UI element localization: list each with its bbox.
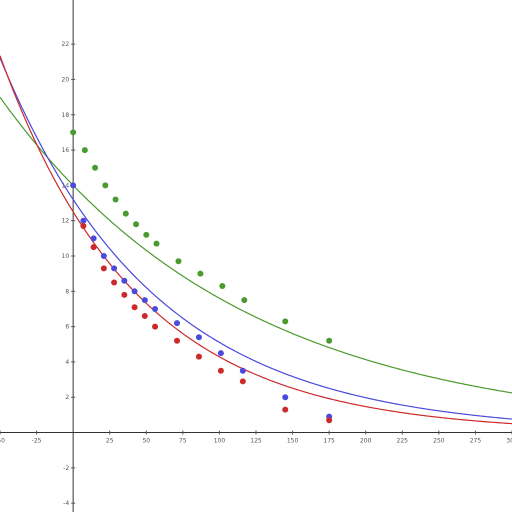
x-tick-label: 200 bbox=[360, 438, 372, 445]
chart-curves bbox=[0, 55, 512, 425]
y-tick-label: 12 bbox=[62, 218, 70, 225]
series-1-point bbox=[197, 270, 204, 277]
series-3-point bbox=[100, 265, 107, 272]
y-tick-label: 22 bbox=[62, 41, 70, 48]
series-1-point bbox=[92, 164, 99, 171]
series-3-point bbox=[141, 313, 148, 320]
series-2-point bbox=[80, 217, 87, 224]
series-2-point bbox=[282, 394, 289, 401]
y-tick-label: 18 bbox=[62, 112, 70, 119]
series-2-point bbox=[195, 334, 202, 341]
series-2-point bbox=[121, 277, 128, 284]
series-2-point bbox=[131, 288, 138, 295]
series-3-point bbox=[121, 291, 128, 298]
x-tick-label: 225 bbox=[397, 438, 409, 445]
y-tick-label: -4 bbox=[63, 500, 69, 507]
y-tick-label: 4 bbox=[65, 359, 69, 366]
chart-points bbox=[70, 129, 333, 424]
series-1-point bbox=[81, 147, 88, 154]
series-3-point bbox=[282, 406, 289, 413]
series-2-point bbox=[90, 235, 97, 242]
series-3-point bbox=[80, 222, 87, 229]
series-3-point bbox=[90, 244, 97, 251]
series-2-point bbox=[174, 320, 181, 327]
y-tick-label: 20 bbox=[62, 76, 70, 83]
series-1-point bbox=[70, 129, 77, 136]
series-2-point bbox=[239, 367, 246, 374]
series-1-point bbox=[326, 337, 333, 344]
series-2-point bbox=[217, 350, 224, 357]
x-tick-label: 100 bbox=[214, 438, 226, 445]
x-tick-label: 125 bbox=[250, 438, 262, 445]
x-tick-label: -25 bbox=[32, 438, 42, 445]
x-tick-label: 150 bbox=[287, 438, 299, 445]
x-tick-label: 275 bbox=[470, 438, 482, 445]
series-3-point bbox=[152, 323, 159, 330]
series-3-point bbox=[195, 353, 202, 360]
series-2-point bbox=[111, 265, 118, 272]
series-1-point bbox=[241, 297, 248, 304]
series-3-point bbox=[111, 279, 118, 286]
y-tick-label: 2 bbox=[65, 394, 69, 401]
series-3-curve bbox=[0, 55, 512, 425]
series-3-point bbox=[326, 417, 333, 424]
chart-ticks: -50 -25 25 50 75 100 125 150 175 200 225 250 275 300 -… bbox=[0, 41, 512, 507]
x-tick-label: 300 bbox=[506, 438, 512, 445]
series-1-point bbox=[122, 210, 129, 217]
series-3-point bbox=[174, 337, 181, 344]
y-tick-label: 6 bbox=[65, 324, 69, 331]
series-3-point bbox=[217, 367, 224, 374]
series-1-curve bbox=[0, 96, 512, 394]
y-tick-label: 16 bbox=[62, 147, 70, 154]
y-tick-label: 8 bbox=[65, 288, 69, 295]
x-tick-label: 75 bbox=[179, 438, 187, 445]
series-1-point bbox=[175, 258, 182, 265]
series-1-point bbox=[112, 196, 119, 203]
series-3-point bbox=[239, 378, 246, 385]
series-1-point bbox=[153, 240, 160, 247]
y-tick-label: 10 bbox=[62, 253, 70, 260]
y-tick-label: -2 bbox=[63, 465, 69, 472]
series-2-point bbox=[152, 305, 159, 312]
series-1-point bbox=[219, 283, 226, 290]
series-3-point bbox=[131, 304, 138, 311]
x-tick-label: -50 bbox=[0, 438, 5, 445]
y-tick-label: 14 bbox=[62, 182, 70, 189]
x-tick-label: 50 bbox=[142, 438, 150, 445]
series-2-point bbox=[70, 182, 77, 189]
series-1-point bbox=[102, 182, 109, 189]
series-2-curve bbox=[0, 57, 512, 420]
series-2-point bbox=[141, 297, 148, 304]
series-1-point bbox=[133, 221, 140, 228]
series-1-point bbox=[143, 231, 150, 238]
series-1-point bbox=[282, 318, 289, 325]
x-tick-label: 175 bbox=[323, 438, 335, 445]
series-2-point bbox=[100, 253, 107, 259]
x-tick-label: 25 bbox=[106, 438, 114, 445]
x-tick-label: 250 bbox=[433, 438, 445, 445]
